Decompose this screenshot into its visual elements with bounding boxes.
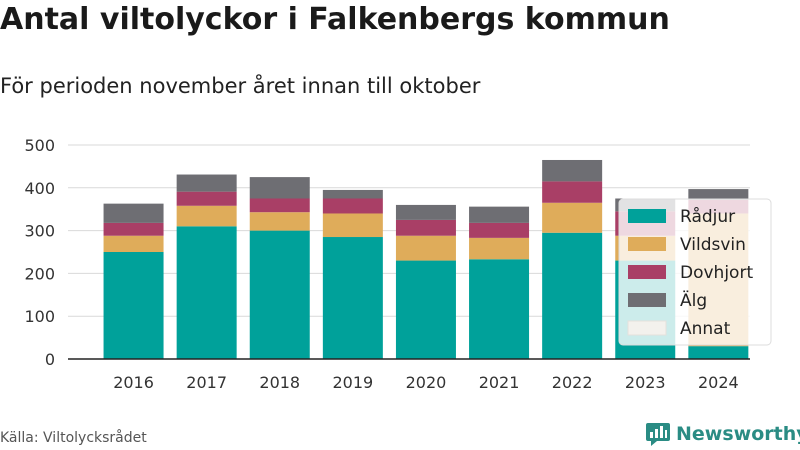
x-tick-label: 2021 (479, 373, 520, 392)
bar-segment-dovhjort (103, 222, 164, 236)
bar-segment-rådjur (249, 230, 310, 359)
bar-segment-rådjur (103, 252, 164, 359)
source-note: Källa: Viltolycksrådet (0, 430, 147, 446)
bar-segment-älg (103, 203, 164, 223)
x-tick-label: 2017 (186, 373, 227, 392)
bar-segment-rådjur (688, 346, 749, 359)
bar-segment-rådjur (322, 237, 383, 359)
y-tick-label: 100 (24, 307, 55, 326)
y-tick-label: 200 (24, 264, 55, 283)
y-tick-label: 300 (24, 222, 55, 241)
legend-swatch-dovhjort (628, 265, 666, 279)
chart-legend (618, 198, 772, 346)
bar-segment-dovhjort (469, 222, 530, 238)
bar-segment-dovhjort (395, 219, 456, 236)
bar-segment-rådjur (395, 260, 456, 359)
bar-segment-dovhjort (542, 181, 603, 203)
bar-segment-vildsvin (249, 212, 310, 231)
chart-title: Antal viltolyckor i Falkenbergs kommun (0, 2, 670, 37)
brand-name: Newsworthy (676, 423, 800, 445)
legend-swatch-älg (628, 293, 666, 307)
bar-segment-dovhjort (322, 198, 383, 214)
bar-segment-vildsvin (395, 235, 456, 261)
bar-segment-vildsvin (542, 202, 603, 233)
brand-logo: Newsworthy (645, 420, 800, 448)
y-tick-label: 0 (45, 350, 55, 369)
x-tick-label: 2023 (625, 373, 666, 392)
bar-segment-rådjur (542, 232, 603, 359)
bar-segment-dovhjort (249, 198, 310, 213)
bar-segment-vildsvin (103, 235, 164, 252)
bar-segment-älg (542, 159, 603, 182)
bar-segment-älg (249, 177, 310, 199)
newsworthy-logo-icon (646, 423, 670, 446)
legend-swatch-rådjur (628, 209, 666, 223)
bar-segment-vildsvin (176, 205, 237, 227)
bar-segment-älg (395, 204, 456, 220)
bar-segment-älg (322, 189, 383, 199)
chart-subtitle: För perioden november året innan till ok… (0, 74, 481, 98)
x-tick-label: 2016 (113, 373, 154, 392)
bar-segment-älg (688, 189, 749, 200)
bar-segment-dovhjort (176, 191, 237, 206)
x-tick-label: 2024 (698, 373, 739, 392)
x-tick-label: 2020 (406, 373, 447, 392)
bar-segment-rådjur (176, 226, 237, 359)
bar-segment-rådjur (469, 259, 530, 359)
y-tick-label: 400 (24, 179, 55, 198)
legend-label-vildsvin: Vildsvin (680, 235, 746, 255)
legend-label-rådjur: Rådjur (680, 206, 735, 227)
x-tick-label: 2022 (552, 373, 593, 392)
legend-swatch-vildsvin (628, 237, 666, 251)
bar-segment-älg (469, 206, 530, 223)
bar-segment-älg (176, 174, 237, 192)
y-tick-label: 500 (24, 136, 55, 155)
legend-swatch-annat (627, 320, 667, 336)
bar-segment-vildsvin (469, 237, 530, 260)
bar-segment-vildsvin (322, 213, 383, 238)
x-tick-label: 2019 (332, 373, 373, 392)
legend-label-annat: Annat (680, 319, 731, 339)
x-tick-label: 2018 (259, 373, 300, 392)
stacked-bar-chart: 0 100 200 300 400 500 2016 2017 2018 2019 2020 2021… (24, 136, 772, 392)
legend-label-dovhjort: Dovhjort (680, 263, 753, 283)
legend-label-älg: Älg (680, 290, 707, 311)
